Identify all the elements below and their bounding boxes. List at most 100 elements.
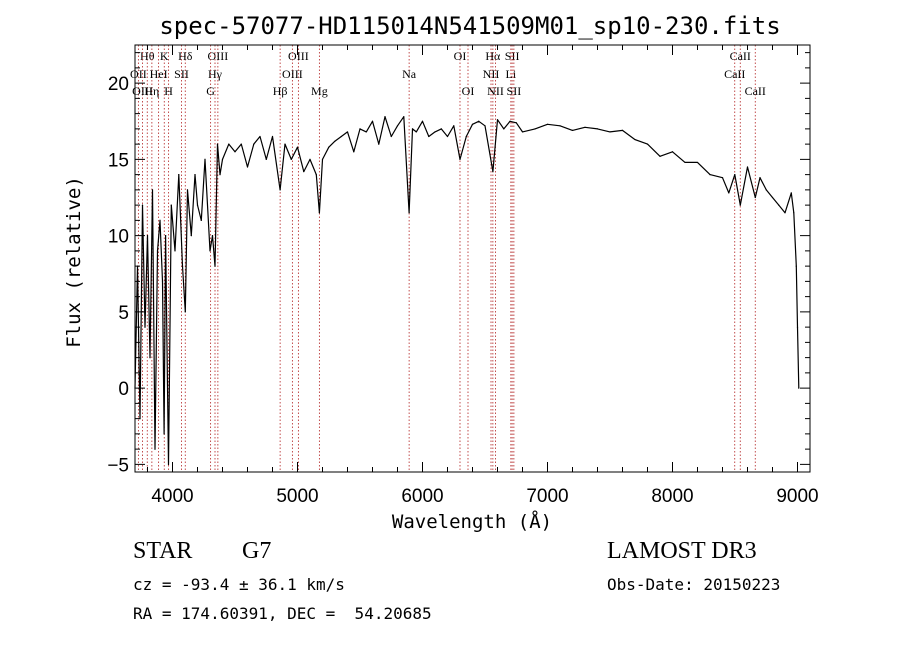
- flux-point: [428, 135, 430, 138]
- flux-point: [739, 204, 741, 206]
- spectral-line-label: NII: [483, 67, 500, 81]
- flux-point: [796, 326, 799, 328]
- flux-point: [596, 128, 599, 130]
- flux-point: [515, 122, 517, 124]
- flux-point: [584, 126, 586, 128]
- spectral-line-label: G: [206, 84, 215, 98]
- flux-point: [521, 131, 524, 133]
- spectral-line-label: Hθ: [140, 49, 155, 63]
- y-tick-label: 15: [108, 150, 129, 171]
- object-class: STAR: [133, 538, 193, 564]
- flux-point: [484, 125, 486, 127]
- flux-point: [671, 151, 674, 153]
- flux-point: [453, 125, 455, 127]
- spectral-line-label: H: [164, 84, 173, 98]
- flux-point: [478, 120, 480, 122]
- flux-point: [246, 166, 249, 168]
- flux-line: [134, 116, 800, 465]
- flux-point: [321, 158, 324, 160]
- flux-point: [221, 158, 224, 160]
- flux-point: [156, 250, 159, 252]
- flux-point: [496, 119, 499, 121]
- flux-point: [200, 219, 202, 221]
- spectral-line-label: NII: [487, 84, 504, 98]
- flux-point: [559, 125, 561, 127]
- flux-point: [211, 235, 214, 237]
- flux-point: [181, 265, 184, 267]
- spectral-line-label: OIII: [208, 49, 229, 63]
- flux-point: [334, 140, 336, 142]
- spectral-line-label: Hγ: [208, 67, 223, 81]
- spectral-line-label: Li: [506, 67, 517, 81]
- spectral-line-label: SII: [507, 84, 522, 98]
- flux-point: [228, 143, 230, 145]
- flux-point: [178, 174, 180, 176]
- flux-point: [146, 235, 149, 237]
- flux-point: [571, 129, 574, 131]
- flux-point: [415, 131, 417, 133]
- spectral-line-label: OIII: [288, 49, 309, 63]
- flux-series: [134, 116, 800, 465]
- flux-point: [403, 116, 405, 118]
- flux-point: [296, 146, 299, 148]
- chart-title: spec-57077-HD115014N541509M01_sp10-230.f…: [159, 12, 780, 40]
- x-tick-label: 8000: [651, 486, 693, 507]
- flux-point: [746, 166, 749, 168]
- flux-point: [141, 204, 144, 206]
- x-tick-label: 6000: [401, 486, 443, 507]
- flux-point: [471, 123, 474, 125]
- flux-point: [196, 204, 199, 206]
- flux-point: [798, 387, 800, 389]
- spectral-line-label: Na: [402, 67, 417, 81]
- flux-point: [696, 161, 699, 164]
- y-axis: −5 0 5 10 15 20: [107, 52, 810, 476]
- flux-point: [621, 129, 624, 131]
- flux-point: [346, 131, 349, 133]
- flux-point: [315, 174, 317, 176]
- flux-point: [646, 143, 649, 145]
- x-tick-label: 5000: [276, 486, 318, 507]
- x-tick-label: 9000: [776, 486, 818, 507]
- flux-point: [186, 189, 189, 191]
- spectral-line-label: SII: [505, 49, 520, 63]
- spectral-line-label: CaII: [745, 84, 766, 98]
- flux-point: [253, 143, 255, 145]
- observation-date: Obs-Date: 20150223: [607, 575, 781, 594]
- spectral-line-label: OIII: [132, 84, 153, 98]
- flux-point: [509, 120, 511, 122]
- flux-point: [170, 204, 172, 206]
- flux-point: [492, 170, 494, 173]
- flux-point: [503, 128, 505, 130]
- flux-point: [446, 135, 449, 138]
- flux-point: [459, 158, 461, 160]
- flux-point: [303, 170, 305, 173]
- flux-point: [184, 311, 186, 313]
- spectral-line-label: HeI: [150, 67, 168, 81]
- spectral-line-label: Mg: [311, 84, 328, 98]
- spectral-line-label: Hδ: [178, 49, 193, 63]
- object-subclass: G7: [242, 538, 272, 564]
- y-tick-label: 0: [118, 379, 129, 400]
- flux-point: [465, 135, 467, 138]
- flux-point: [795, 265, 797, 267]
- flux-point: [194, 174, 196, 176]
- flux-point: [159, 219, 161, 221]
- flux-point: [684, 161, 686, 164]
- y-axis-label: Flux (relative): [63, 176, 85, 348]
- flux-point: [434, 131, 436, 133]
- y-tick-label: 20: [108, 74, 129, 95]
- flux-point: [728, 192, 730, 194]
- flux-point: [546, 123, 549, 125]
- flux-point: [359, 128, 361, 130]
- flux-point: [634, 138, 636, 141]
- spectral-line-label: OI: [454, 49, 467, 63]
- spectral-line-label: SII: [174, 67, 189, 81]
- flux-point: [190, 235, 192, 237]
- flux-point: [309, 158, 311, 160]
- x-axis: 4000 5000 6000 7000 8000 9000: [147, 45, 819, 507]
- flux-point: [793, 212, 795, 214]
- x-axis-label: Wavelength (Å): [392, 510, 552, 533]
- flux-point: [271, 135, 274, 138]
